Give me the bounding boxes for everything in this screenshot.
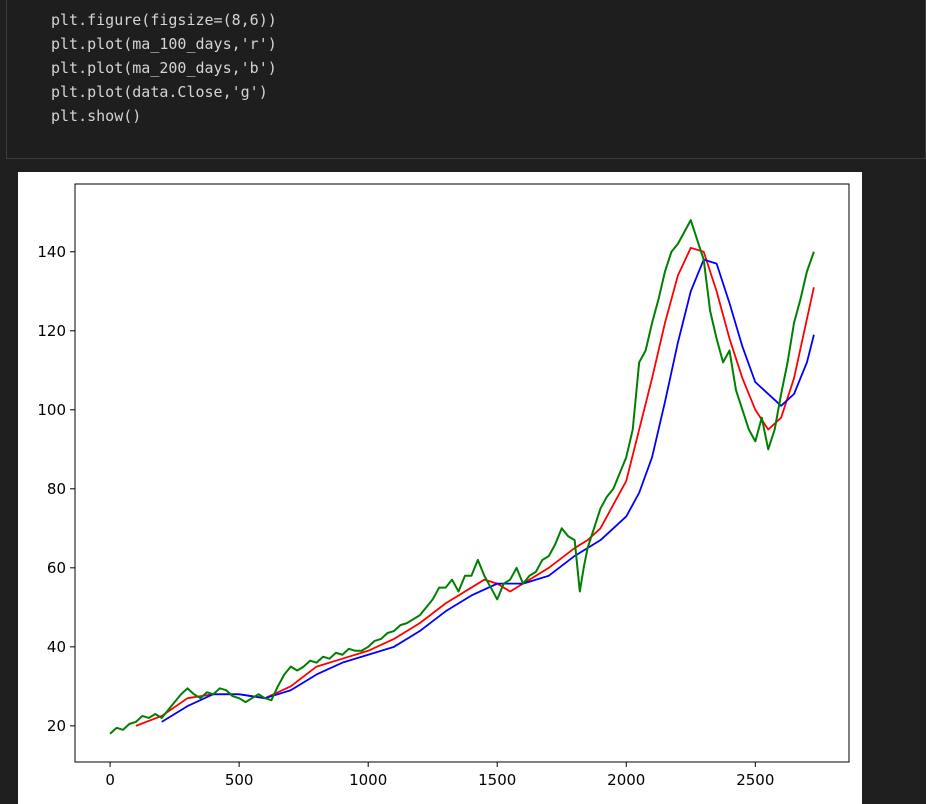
x-tick-label: 0 <box>105 771 115 789</box>
code-line: plt.plot(data.Close,'g') <box>51 83 268 101</box>
x-tick-label: 2000 <box>607 771 645 789</box>
y-tick-label: 40 <box>47 638 66 656</box>
code-line: plt.figure(figsize=(8,6)) <box>51 11 277 29</box>
y-tick-label: 60 <box>47 559 66 577</box>
y-tick-label: 100 <box>37 401 66 419</box>
code-line: plt.plot(ma_100_days,'r') <box>51 35 277 53</box>
x-tick-label: 1500 <box>478 771 516 789</box>
line-series <box>161 258 815 723</box>
chart: 20 40 60 80 100 120 140 0 500 1000 1500 2000 2500 <box>18 172 862 804</box>
code-line: plt.show() <box>51 107 142 125</box>
y-tick-label: 140 <box>37 243 66 261</box>
y-tick-label: 80 <box>47 480 66 498</box>
x-tick-label: 1000 <box>349 771 387 789</box>
x-tick-label: 500 <box>225 771 254 789</box>
x-tick-label: 2500 <box>736 771 774 789</box>
y-tick-label: 120 <box>37 322 66 340</box>
code-cell[interactable]: plt.figure(figsize=(8,6)) plt.plot(ma_100… <box>6 0 926 159</box>
axes-frame <box>74 183 850 763</box>
y-tick-label: 20 <box>47 717 66 735</box>
code-block: plt.figure(figsize=(8,6)) plt.plot(ma_100… <box>51 8 277 128</box>
code-line: plt.plot(ma_200_days,'b') <box>51 59 277 77</box>
line-series <box>109 219 815 735</box>
